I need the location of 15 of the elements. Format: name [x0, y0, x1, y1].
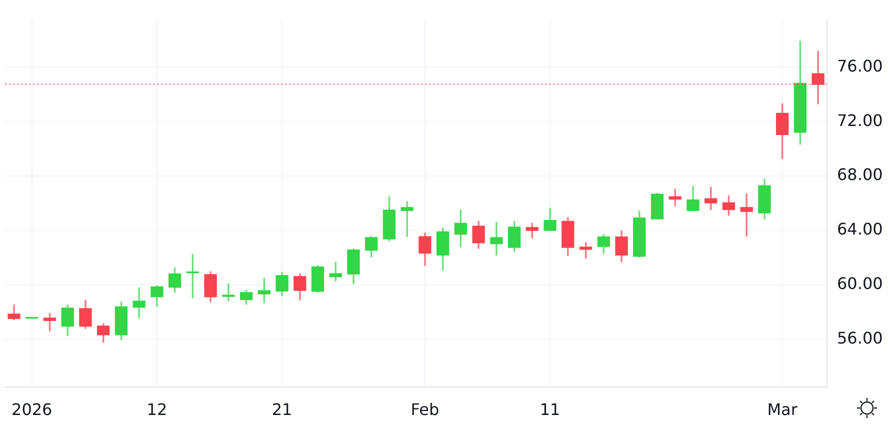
x-tick-label: 11 — [540, 400, 560, 419]
x-tick-label: 21 — [272, 400, 292, 419]
y-tick-label: 68.00 — [837, 165, 883, 184]
candlestick — [490, 222, 503, 256]
y-tick-label: 60.00 — [837, 274, 883, 294]
y-tick-label: 64.00 — [837, 220, 883, 239]
x-tick-label: Feb — [410, 400, 440, 419]
y-tick-label: 56.00 — [837, 328, 883, 348]
x-tick-label: 2026 — [12, 400, 52, 419]
candlestick — [812, 50, 824, 104]
y-tick-label: 72.00 — [837, 110, 883, 130]
y-tick-label: 76.00 — [837, 56, 883, 76]
candlestick — [132, 287, 146, 318]
x-tick-label: Mar — [767, 400, 798, 419]
x-tick-label: 12 — [146, 400, 168, 419]
